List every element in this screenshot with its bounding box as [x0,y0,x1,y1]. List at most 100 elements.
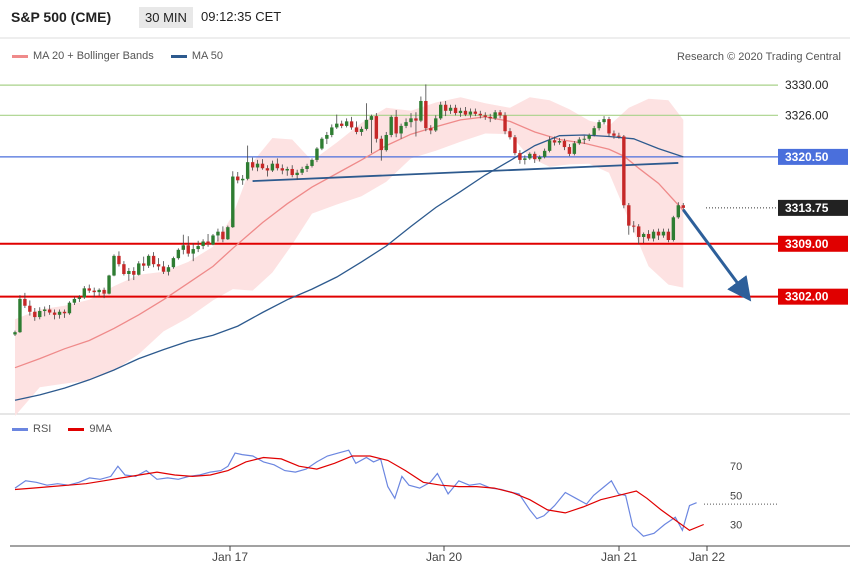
candle-body[interactable] [567,147,572,154]
candle-body[interactable] [151,255,156,265]
candle-body[interactable] [196,246,200,250]
candle-body[interactable] [275,163,280,169]
candle-body[interactable] [562,141,567,148]
candle-body[interactable] [97,289,101,293]
candle-body[interactable] [399,125,403,134]
candle-body[interactable] [468,111,473,115]
candle-body[interactable] [171,258,176,268]
candle-body[interactable] [656,231,661,236]
candle-body[interactable] [538,156,542,160]
candle-body[interactable] [38,311,42,318]
candle-body[interactable] [379,138,383,151]
candle-body[interactable] [552,140,557,143]
candle-body[interactable] [77,297,82,299]
candle-body[interactable] [335,123,339,128]
candle-body[interactable] [671,217,676,240]
candle-body[interactable] [503,115,507,132]
candle-body[interactable] [127,270,131,274]
candle-body[interactable] [265,168,270,171]
candle-body[interactable] [463,110,468,115]
candle-body[interactable] [632,225,636,227]
candle-body[interactable] [201,241,205,247]
candle-body[interactable] [132,270,136,275]
candle-body[interactable] [290,168,294,176]
candle-body[interactable] [260,163,265,169]
candle-body[interactable] [216,231,220,236]
candle-body[interactable] [661,231,666,236]
candle-body[interactable] [349,121,354,128]
candle-body[interactable] [255,163,260,168]
candle-body[interactable] [43,309,47,312]
candle-body[interactable] [483,115,487,117]
candle-body[interactable] [602,119,606,123]
candle-body[interactable] [424,100,428,129]
candle-body[interactable] [453,107,458,114]
candle-body[interactable] [250,162,255,168]
candle-body[interactable] [493,112,497,119]
candle-body[interactable] [137,263,141,275]
rsi-panel[interactable]: 30 50 70 Jan 17 Jan 20 Jan 21 Jan 22 [10,449,850,564]
candle-body[interactable] [142,263,146,266]
candle-body[interactable] [533,153,537,160]
candle-body[interactable] [325,134,329,139]
candle-body[interactable] [478,113,482,116]
candle-body[interactable] [597,122,601,129]
candle-body[interactable] [429,128,433,131]
candle-body[interactable] [72,298,77,303]
candle-body[interactable] [295,172,299,176]
candle-body[interactable] [557,141,562,143]
candle-body[interactable] [28,305,32,312]
candle-body[interactable] [102,289,106,294]
candle-body[interactable] [627,205,631,226]
candle-body[interactable] [419,100,423,121]
candle-body[interactable] [369,116,374,120]
candle-body[interactable] [231,176,235,228]
candle-body[interactable] [13,332,17,335]
candle-body[interactable] [221,231,225,240]
candle-body[interactable] [498,112,502,116]
candle-body[interactable] [161,266,166,272]
candle-body[interactable] [47,309,52,313]
candle-body[interactable] [637,226,641,237]
candle-body[interactable] [156,264,161,267]
candle-body[interactable] [285,168,289,171]
candle-body[interactable] [528,153,532,159]
candle-body[interactable] [117,255,121,265]
candle-body[interactable] [270,163,275,171]
candle-body[interactable] [305,165,309,169]
candle-body[interactable] [320,138,324,149]
candle-body[interactable] [310,159,314,166]
candle-body[interactable] [206,241,210,245]
candle-body[interactable] [146,255,151,266]
candle-body[interactable] [582,138,586,140]
candle-body[interactable] [547,140,552,151]
candle-body[interactable] [92,290,96,293]
candle-body[interactable] [577,139,581,144]
candle-body[interactable] [681,205,685,208]
candle-body[interactable] [607,119,611,134]
candle-body[interactable] [651,231,656,239]
candle-body[interactable] [409,118,413,123]
candle-body[interactable] [612,133,616,136]
candle-body[interactable] [18,298,22,333]
candle-body[interactable] [23,298,27,306]
candle-body[interactable] [280,168,284,171]
candle-body[interactable] [646,233,651,239]
candle-body[interactable] [62,311,67,314]
candle-body[interactable] [641,233,646,237]
candle-body[interactable] [340,123,344,126]
candle-body[interactable] [300,168,304,173]
candle-body[interactable] [513,137,517,154]
candle-body[interactable] [542,150,547,157]
candle-body[interactable] [676,205,680,218]
timeframe-badge[interactable]: 30 MIN [139,7,193,28]
candle-body[interactable] [191,249,195,254]
candle-body[interactable] [523,158,527,160]
candle-body[interactable] [344,121,349,126]
candle-body[interactable] [458,110,463,114]
candle-body[interactable] [389,116,393,135]
candle-body[interactable] [666,231,671,240]
candle-body[interactable] [394,116,398,134]
candle-body[interactable] [226,227,230,240]
